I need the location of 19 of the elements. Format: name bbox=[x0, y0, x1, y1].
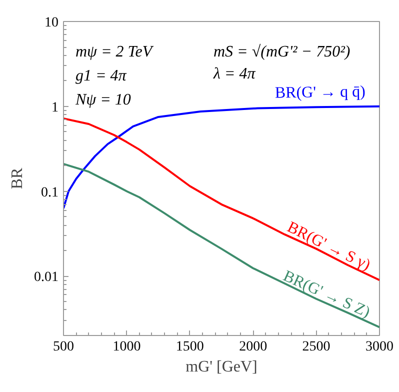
x-tick-label: 2500 bbox=[302, 340, 330, 354]
y-axis-title: BR bbox=[9, 168, 26, 190]
annotation: g1 = 4π bbox=[76, 68, 128, 84]
x-tick-label: 1500 bbox=[176, 340, 204, 354]
y-tick-label: 1 bbox=[52, 100, 58, 116]
x-axis-title: mG' [GeV] bbox=[186, 358, 258, 376]
x-tick-label: 2000 bbox=[239, 340, 268, 354]
annotation: Nψ = 10 bbox=[74, 92, 131, 108]
x-tick-label: 3000 bbox=[366, 340, 394, 354]
annotation: mψ = 2 TeV bbox=[76, 44, 154, 60]
y-tick-label: 0.01 bbox=[34, 270, 58, 286]
line-series bbox=[64, 162, 380, 328]
series-label: BR(G' → q q̄) bbox=[274, 83, 366, 102]
x-tick-label: 1000 bbox=[112, 340, 141, 354]
annotation: λ = 4π bbox=[212, 66, 256, 82]
y-tick-label: 0.1 bbox=[41, 185, 58, 200]
annotation: mS = √(mG'² − 750²) bbox=[214, 44, 350, 60]
x-tick-label: 500 bbox=[53, 340, 74, 354]
y-tick-label: 10 bbox=[44, 16, 58, 30]
